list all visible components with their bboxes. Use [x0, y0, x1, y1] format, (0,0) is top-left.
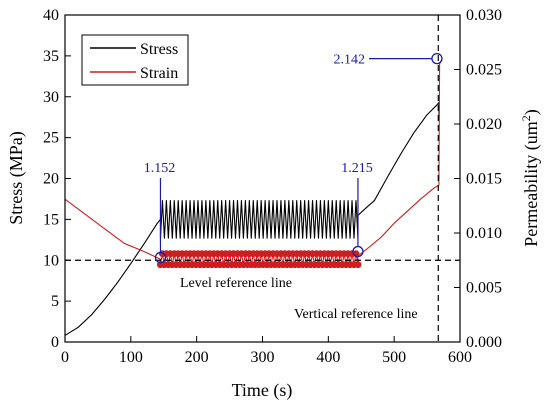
y-tick-label: 20	[43, 171, 59, 188]
level-reference-label: Level reference line	[180, 276, 292, 291]
y-tick-label: 40	[43, 7, 59, 24]
y-tick-label: 0	[51, 334, 59, 351]
y-tick-label: 15	[43, 211, 59, 228]
x-tick-label: 200	[185, 349, 209, 366]
y2-tick-label: 0.020	[466, 116, 502, 133]
y2-tick-label: 0.010	[466, 225, 502, 242]
y-tick-label: 10	[43, 252, 59, 269]
annotation-label: 1.152	[144, 161, 176, 176]
series-line-strain	[64, 59, 443, 266]
annotation-marker	[431, 52, 443, 65]
legend: Stress Strain	[81, 34, 189, 86]
y2-tick-label: 0.015	[466, 171, 502, 188]
x-tick-label: 600	[448, 349, 472, 366]
y-tick-label: 35	[43, 48, 59, 65]
y2-axis-title-sup: 2	[519, 115, 533, 121]
vertical-reference-label: Vertical reference line	[294, 307, 418, 322]
x-axis-title: Time (s)	[232, 380, 293, 401]
y2-tick-label: 0.005	[466, 280, 502, 297]
x-tick-label: 0	[61, 349, 69, 366]
legend-label-strain: Strain	[140, 65, 178, 82]
x-tick-label: 300	[251, 349, 275, 366]
x-tick-label: 400	[316, 349, 340, 366]
legend-label-stress: Stress	[140, 41, 178, 58]
strain-cycle-marker	[354, 261, 362, 269]
y2-axis-title: Permeability (um2)	[519, 109, 542, 246]
x-tick-label: 500	[382, 349, 406, 366]
legend-box	[81, 34, 189, 86]
y-tick-label: 30	[43, 89, 59, 106]
annotation-label: 1.215	[341, 161, 373, 176]
y2-axis-title-end: )	[521, 109, 542, 115]
y2-axis-title-base: Permeability (um	[521, 121, 542, 246]
y-tick-label: 25	[43, 130, 59, 147]
x-tick-label: 100	[119, 349, 143, 366]
y2-tick-label: 0.025	[466, 62, 502, 79]
annotation-label: 2.142	[333, 53, 365, 68]
y-axis-title: Stress (MPa)	[6, 131, 27, 225]
y2-tick-label: 0.000	[466, 334, 502, 351]
y-tick-label: 5	[51, 293, 59, 310]
y2-tick-label: 0.030	[466, 7, 502, 24]
series-line-stress	[64, 101, 440, 336]
strain-cycle-markers	[156, 250, 362, 269]
